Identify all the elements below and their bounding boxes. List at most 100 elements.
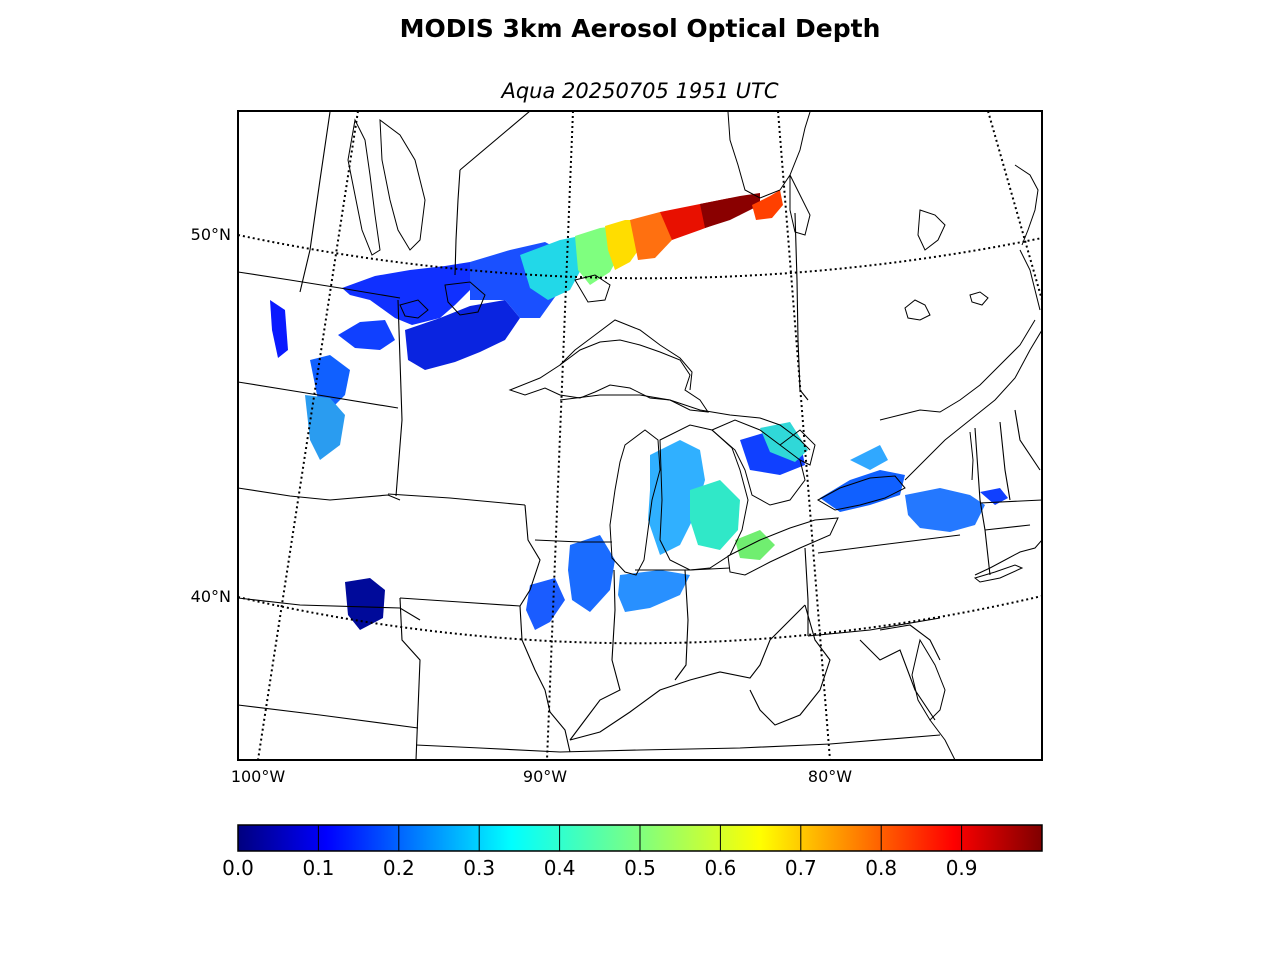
graticule xyxy=(238,111,1042,760)
lon-label-80w: 80°W xyxy=(808,767,852,786)
boundary-mn-ia xyxy=(387,493,526,506)
lake-st-john xyxy=(904,299,931,321)
boundary-ks-ok xyxy=(238,704,419,729)
aerosol-patch-michigan xyxy=(648,440,705,555)
figure-subtitle: Aqua 20250705 1951 UTC xyxy=(501,79,779,103)
aerosol-patch-indiana xyxy=(618,570,690,612)
boundary-dakotas xyxy=(238,381,399,409)
lat-label-50n: 50°N xyxy=(191,225,231,244)
aerosol-patch-lake-ontario xyxy=(820,470,905,512)
boundary-pa-south xyxy=(807,617,941,637)
boundary-ma xyxy=(979,499,1042,504)
colorbar-tick-label: 0.2 xyxy=(383,856,415,880)
meridian-90w xyxy=(546,111,574,760)
aerosol-patch-ny xyxy=(905,488,985,532)
parallel-50n xyxy=(238,234,1042,280)
boundary-ct xyxy=(984,524,1031,531)
aerosol-swath-lake-superior xyxy=(405,300,520,370)
boundary-mo-south xyxy=(415,744,561,753)
colorbar-tick-label: 0.6 xyxy=(704,856,736,880)
boundary-me xyxy=(1014,409,1041,471)
colorbar-tick-label: 0.4 xyxy=(544,856,576,880)
reservoir-east xyxy=(969,291,989,306)
delaware-bay xyxy=(911,638,946,721)
aerosol-swath-tail xyxy=(752,190,783,220)
colorbar-tick-label: 0.1 xyxy=(302,856,334,880)
meridian-80w xyxy=(777,111,831,760)
boundary-il-in xyxy=(569,569,621,741)
colorbar-tick-label: 0.3 xyxy=(463,856,495,880)
colorbar-tick-label: 0.5 xyxy=(624,856,656,880)
boundary-wv xyxy=(749,604,831,726)
colorbar-ticks: 0.0 0.1 0.2 0.3 0.4 0.5 0.6 0.7 0.8 0.9 xyxy=(222,825,978,880)
boundary-vt-nh xyxy=(999,421,1011,501)
aerosol-patch-west xyxy=(270,300,288,358)
lake-nipigon xyxy=(574,274,611,303)
aerosol-swath-west xyxy=(342,262,470,325)
boundary-ohio-river xyxy=(569,604,806,741)
map-frame xyxy=(237,110,1043,761)
boundary-nunavut xyxy=(459,111,531,171)
hudson-bay-coast xyxy=(727,111,811,199)
lon-label-90w: 90°W xyxy=(523,767,567,786)
lake-manitoba xyxy=(379,118,426,251)
red-lake xyxy=(399,299,429,319)
upper-peninsula xyxy=(559,394,811,451)
aerosol-patch-dakota xyxy=(310,355,350,410)
aerosol-swath-darkred xyxy=(700,193,760,228)
colorbar-frame xyxy=(237,824,1043,852)
lake-winnipeg xyxy=(347,118,381,256)
lake-of-the-woods xyxy=(444,281,486,316)
aerosol-patch-ny-east xyxy=(980,488,1008,505)
st-lawrence-south xyxy=(879,319,1036,421)
boundary-ia-mo xyxy=(399,597,521,607)
lake-erie xyxy=(727,517,839,576)
boundary-in-oh xyxy=(674,569,689,681)
aerosol-patch-illinois xyxy=(568,535,615,612)
chesapeake-bay xyxy=(929,719,956,760)
boundary-manitoba-ontario xyxy=(454,169,461,276)
boundary-mo-east xyxy=(399,597,421,760)
lake-ontario xyxy=(816,475,906,511)
political-boundaries xyxy=(238,111,1042,760)
boundary-ny-east xyxy=(974,427,991,576)
boundary-canada-west xyxy=(299,111,331,293)
aerosol-swath-cyan xyxy=(520,236,585,300)
aerosol-patch-nebraska xyxy=(345,578,385,630)
aerosol-patch-dakota-south xyxy=(305,395,345,460)
boundary-md xyxy=(879,624,941,661)
boundary-sd-ne xyxy=(238,487,401,501)
boundary-ontario-quebec xyxy=(794,212,809,401)
st-lawrence xyxy=(904,329,1042,481)
boundary-wi-il xyxy=(534,539,612,543)
figure-title: MODIS 3km Aerosol Optical Depth xyxy=(399,14,881,43)
colorbar: 0.0 0.1 0.2 0.3 0.4 0.5 0.6 0.7 0.8 0.9 xyxy=(222,824,1043,880)
colorbar-tick-label: 0.7 xyxy=(785,856,817,880)
new-england-coast xyxy=(974,539,1042,576)
boundary-mississippi xyxy=(519,504,571,753)
lon-label-100w: 100°W xyxy=(231,767,286,786)
colorbar-tick-label: 0.9 xyxy=(946,856,978,880)
coastlines xyxy=(347,111,1042,760)
boundary-mn-west xyxy=(395,299,403,497)
boundary-us-canada-west xyxy=(238,271,401,299)
boundary-va xyxy=(859,639,936,721)
lake-michigan xyxy=(609,429,661,576)
aerosol-patch-iowa xyxy=(526,578,565,630)
quebec-lakes xyxy=(917,209,946,251)
colorbar-tick-label: 0.8 xyxy=(865,856,897,880)
gaspe-coast xyxy=(1014,164,1039,246)
gulf-coast-east xyxy=(1019,249,1041,311)
aerosol-patch-quebec xyxy=(850,445,888,470)
georgian-bay xyxy=(779,429,816,466)
long-island xyxy=(973,564,1024,583)
map-area xyxy=(238,111,1042,760)
aerosol-swath-orange xyxy=(630,212,675,260)
boundary-oh-pa xyxy=(804,547,809,636)
lake-huron xyxy=(711,419,806,506)
lake-superior-north-shore xyxy=(559,319,693,391)
aerosol-patch-michigan-cyan xyxy=(690,480,740,550)
colorbar-tick-label: 0.0 xyxy=(222,856,254,880)
